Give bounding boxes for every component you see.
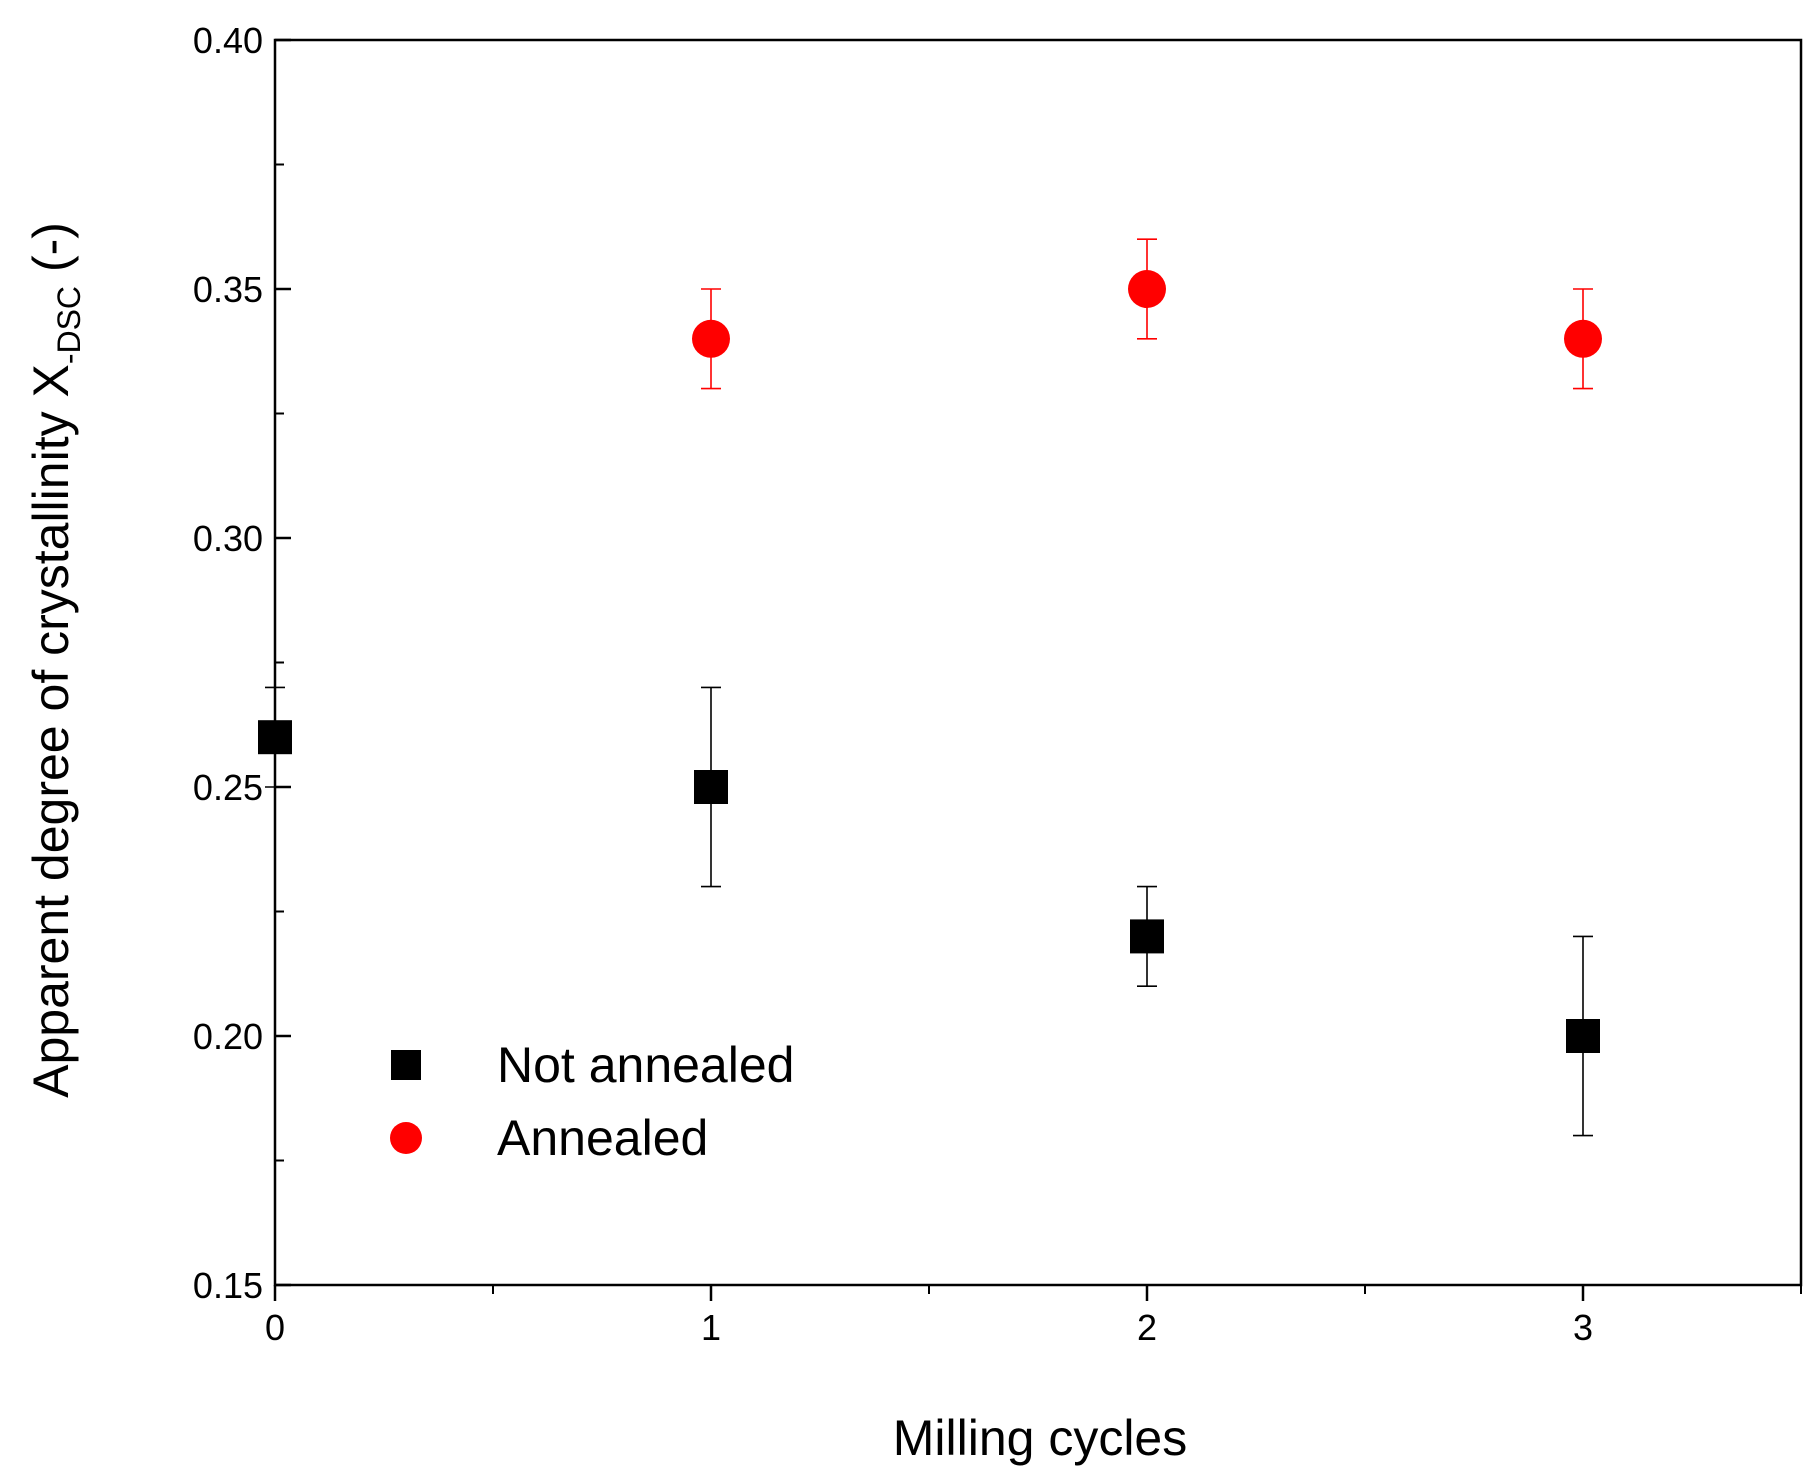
legend-marker-not-annealed: [391, 1050, 421, 1080]
y-axis-title: Apparent degree of crystallinity X-DSC (…: [23, 222, 87, 1098]
x-axis: 0 1 2 3: [265, 1285, 1802, 1348]
annealed-point: [1564, 319, 1602, 358]
annealed-point: [692, 319, 730, 358]
not-annealed-point: [258, 720, 292, 755]
x-axis-title: Milling cycles: [893, 1410, 1188, 1466]
y-axis-title-main: Apparent degree of crystallinity X: [23, 364, 79, 1098]
y-tick-label: 0.25: [193, 767, 263, 808]
series-layer: [258, 238, 1602, 1137]
not-annealed-point: [1566, 1019, 1600, 1053]
x-tick-label: 1: [701, 1307, 721, 1348]
x-tick-label: 2: [1137, 1307, 1157, 1348]
y-tick-label: 0.35: [193, 269, 263, 310]
y-tick-label: 0.40: [193, 20, 263, 61]
y-tick-label: 0.15: [193, 1265, 263, 1306]
legend-label-not-annealed: Not annealed: [497, 1037, 794, 1093]
legend-label-annealed: Annealed: [497, 1110, 708, 1166]
y-axis-title-subscript: -DSC: [51, 286, 87, 364]
legend-marker-annealed: [390, 1122, 422, 1154]
y-tick-label: 0.30: [193, 518, 263, 559]
x-tick-label: 3: [1573, 1307, 1593, 1348]
not-annealed-point: [694, 770, 728, 804]
annealed-point: [1128, 270, 1166, 308]
legend: Not annealed Annealed: [390, 1037, 794, 1166]
x-tick-label: 0: [265, 1307, 285, 1348]
y-axis-title-suffix: (-): [23, 222, 79, 286]
y-tick-label: 0.20: [193, 1016, 263, 1057]
not-annealed-point: [1130, 919, 1164, 954]
